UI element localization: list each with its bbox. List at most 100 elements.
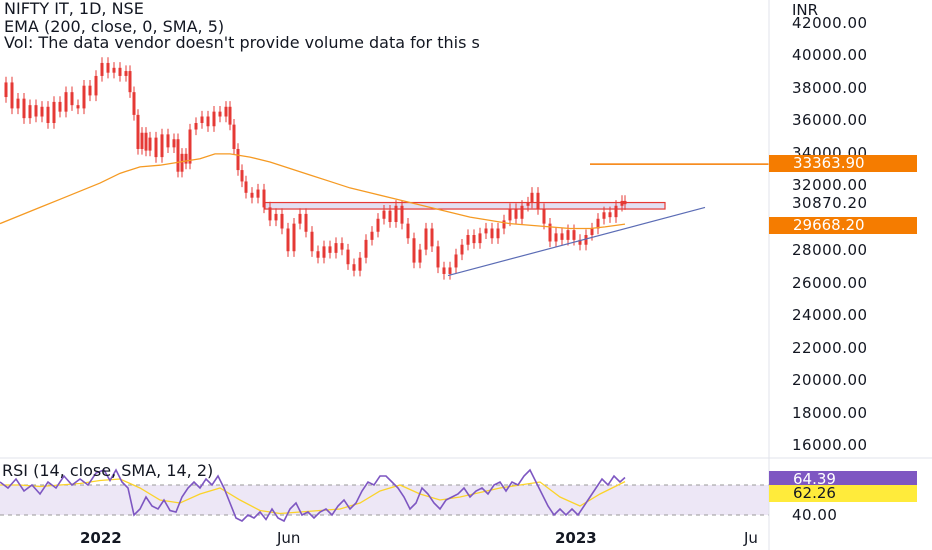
candle-body <box>4 82 8 98</box>
price-axis-label: 26000.00 <box>792 273 868 292</box>
candle-body <box>16 98 20 109</box>
candle-body <box>154 137 158 158</box>
candle-body <box>144 132 148 151</box>
candle-body <box>358 257 362 271</box>
candle-body <box>530 192 534 203</box>
candle-body <box>542 209 546 224</box>
candle-body <box>572 230 576 240</box>
candle-body <box>382 210 386 219</box>
candle-body <box>584 235 588 245</box>
candle-body <box>180 153 184 172</box>
candle-body <box>496 228 500 239</box>
candle-body <box>232 124 236 149</box>
candle-body <box>100 62 104 76</box>
candle-body <box>578 239 582 245</box>
candle-body <box>286 228 290 252</box>
candle-body <box>322 246 326 258</box>
candle-body <box>346 249 350 265</box>
candle-body <box>166 134 170 148</box>
candle-body <box>118 67 122 76</box>
candle-body <box>436 246 440 268</box>
ema-series <box>0 153 626 230</box>
candle-body <box>560 233 564 240</box>
rsi-value-tag: 64.39 <box>769 471 917 488</box>
price-axis-label: 42000.00 <box>792 14 868 32</box>
candle-body <box>176 139 180 172</box>
level-price-tag: 33363.90 <box>769 155 917 172</box>
price-axis-label: 24000.00 <box>792 306 868 325</box>
rsi-sma-value-tag: 62.26 <box>769 485 917 502</box>
candle-body <box>22 98 26 119</box>
candle-body <box>554 233 558 242</box>
candle-body <box>112 67 116 73</box>
candle-body <box>40 106 44 117</box>
candle-body <box>82 85 86 109</box>
candle-body <box>508 209 512 221</box>
price-axis-label: 16000.00 <box>792 436 868 454</box>
candle-body <box>394 205 398 223</box>
volume-legend[interactable]: Vol: The data vendor doesn't provide vol… <box>4 34 480 52</box>
candle-body <box>88 85 92 96</box>
price-series <box>4 57 627 280</box>
candle-body <box>484 228 488 234</box>
candle-body <box>132 92 136 115</box>
rsi-sma-line <box>0 478 626 515</box>
candle-body <box>58 101 62 112</box>
candle-body <box>406 223 410 239</box>
candle-body <box>172 139 176 148</box>
candle-body <box>94 75 98 96</box>
candle-body <box>250 192 254 198</box>
candle-body <box>566 230 570 240</box>
candle-body <box>623 200 627 205</box>
candle-body <box>28 105 32 119</box>
currency-label: INR <box>792 1 819 19</box>
candle-body <box>370 231 374 240</box>
symbol-legend[interactable]: NIFTY IT, 1D, NSE <box>4 0 144 18</box>
candle-body <box>280 213 284 229</box>
resistance-zone <box>264 201 666 210</box>
candle-body <box>160 134 164 158</box>
candle-body <box>194 123 198 130</box>
candle-body <box>466 235 470 245</box>
candle-body <box>292 223 296 252</box>
candle-body <box>454 254 458 268</box>
candle-body <box>448 267 452 274</box>
candle-body <box>472 235 476 244</box>
rsi-legend[interactable]: RSI (14, close, SMA, 14, 2) <box>2 461 214 480</box>
price-axis-label: 18000.00 <box>792 403 868 422</box>
ema-legend[interactable]: EMA (200, close, 0, SMA, 5) <box>4 17 225 36</box>
candle-body <box>268 207 272 221</box>
candle-body <box>596 218 600 229</box>
candle-body <box>274 213 278 221</box>
candle-body <box>514 209 518 219</box>
time-label-2022: 2022 <box>80 529 122 547</box>
time-label-jun: Jun <box>277 529 301 547</box>
candle-body <box>490 228 494 239</box>
price-axis-label: 20000.00 <box>792 371 868 390</box>
candle-body <box>418 249 422 263</box>
candle-body <box>352 264 356 271</box>
rsi-axis-label: 40.00 <box>792 506 838 524</box>
candle-body <box>236 148 240 171</box>
candle-body <box>316 251 320 258</box>
candle-body <box>536 192 540 210</box>
candle-body <box>106 62 110 73</box>
candle-body <box>526 202 530 206</box>
candle-body <box>34 105 38 117</box>
candle-body <box>188 129 192 164</box>
candle-body <box>140 132 144 149</box>
candle-body <box>502 220 506 229</box>
price-axis-label: 40000.00 <box>792 46 868 65</box>
candle-body <box>212 111 216 127</box>
candle-body <box>334 243 338 253</box>
candle-body <box>590 228 594 235</box>
ema-line <box>0 153 626 230</box>
rsi-panel-plot <box>0 468 769 523</box>
candle-body <box>224 106 228 117</box>
candle-body <box>412 238 416 263</box>
price-axis-label: 30870.20 <box>792 193 868 212</box>
candle-body <box>442 267 446 274</box>
price-axis-label: 28000.00 <box>792 241 868 260</box>
candle-body <box>364 239 368 258</box>
